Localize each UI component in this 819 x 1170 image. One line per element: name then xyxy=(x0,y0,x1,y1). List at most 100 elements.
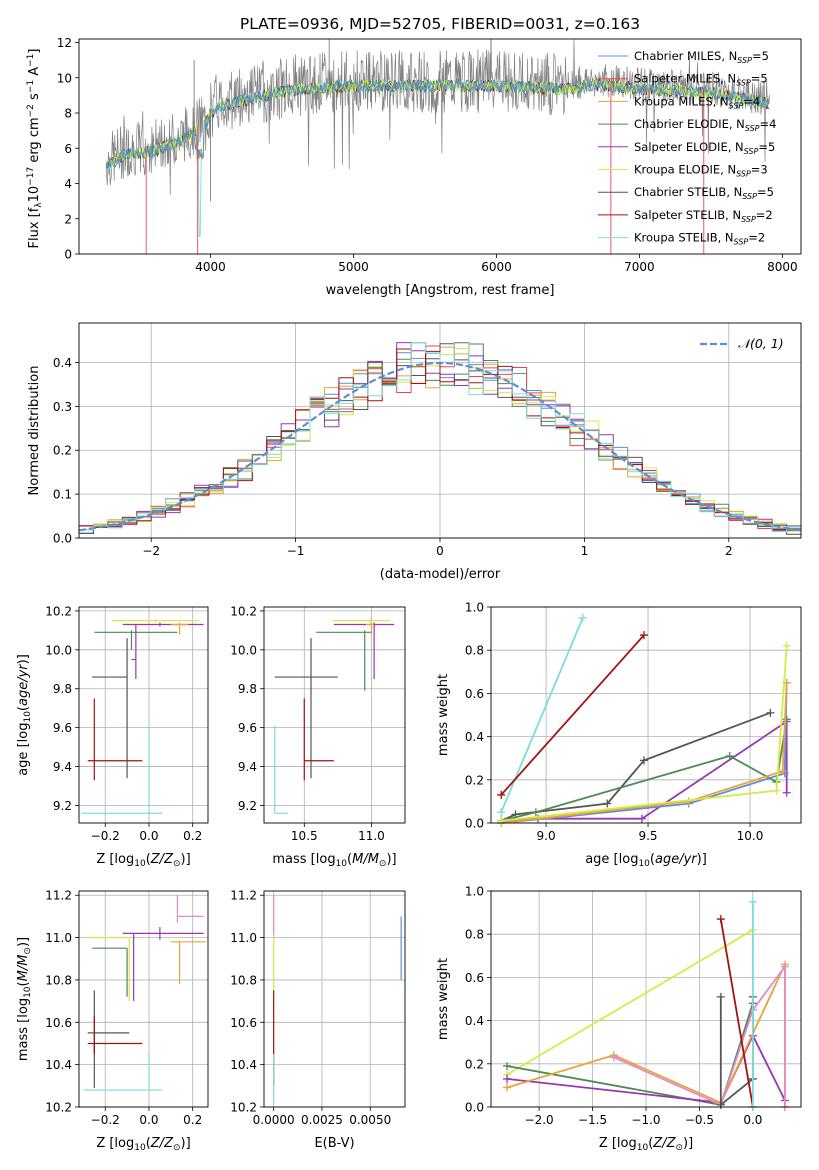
y-tick-label: 10.6 xyxy=(230,1016,257,1030)
weight_vs_Z-axes: −2.0 −1.5 −1.0 −0.5 0.0 0.0 0.2 0.4 0.6 0.8 1.0 xyxy=(465,885,801,1127)
x-tick-label: −0.2 xyxy=(91,1113,120,1127)
y-tick-label: 10.8 xyxy=(230,973,257,987)
x-tick-label: 11.0 xyxy=(358,829,385,843)
x-tick-label: 9.0 xyxy=(537,829,556,843)
weight_vs_age-frame xyxy=(490,606,802,824)
y-tick-label: 11.0 xyxy=(45,931,72,945)
weight-marker xyxy=(503,1074,512,1083)
y-tick-label: 0.0 xyxy=(465,817,484,831)
weight-series-kroupa_miles xyxy=(501,682,788,824)
weight-marker xyxy=(716,992,725,1001)
mass-vs-Z-ylabel: mass [log10(M/M⊙)] xyxy=(16,937,33,1061)
model-spectrum-chabrier_miles xyxy=(105,78,770,169)
mass-vs-Z-xlabel: Z [log10(Z/Z⊙)] xyxy=(96,1136,190,1153)
y-tick-label: 9.6 xyxy=(53,721,72,735)
y-tick-label: 0.1 xyxy=(53,488,72,502)
y-tick-label: 0.8 xyxy=(465,928,484,942)
age-vs-Z-xlabel: Z [log10(Z/Z⊙)] xyxy=(96,852,190,869)
model-spectrum-kroupa_elodie xyxy=(106,78,770,168)
y-tick-label: 2 xyxy=(64,212,72,226)
weight-series-salpeter_stelib xyxy=(719,918,754,1108)
weight-series-chabrier_miles xyxy=(501,682,788,824)
y-tick-label: 10.2 xyxy=(230,1101,257,1115)
age_vs_Z-axes: −0.2 0.0 0.2 9.2 9.4 9.6 9.8 10.0 10.2 xyxy=(45,604,208,843)
mass_vs_ebv-frame xyxy=(263,890,406,1108)
weight-marker xyxy=(716,915,725,924)
observed-spectrum xyxy=(105,39,770,196)
y-tick-label: 6 xyxy=(64,142,72,156)
y-tick-label: 10 xyxy=(57,71,72,85)
y-tick-label: 0.2 xyxy=(53,444,72,458)
weight-marker xyxy=(716,1100,725,1109)
spectrum-axes: 4000 5000 6000 7000 8000 0 2 4 6 8 10 12 xyxy=(57,36,798,274)
age_vs_mass-frame xyxy=(263,606,406,824)
weight-series-kroupa_elodie xyxy=(501,645,788,822)
x-tick-label: −2.0 xyxy=(525,1113,554,1127)
weight-marker xyxy=(780,962,789,971)
legend-label: Salpeter ELODIE, NSSP=5 xyxy=(634,140,775,156)
mass_vs_Z-frame xyxy=(78,890,209,1108)
x-tick-label: 0.2 xyxy=(183,1113,202,1127)
weight-series-salpeter_stelib xyxy=(500,634,645,796)
weight-vs-Z-xlabel: Z [log10(Z/Z⊙)] xyxy=(599,1136,693,1153)
x-tick-label: −0.2 xyxy=(91,829,120,843)
y-tick-label: 0.4 xyxy=(465,1014,484,1028)
mass_vs_Z-plot xyxy=(83,895,206,1091)
y-tick-label: 12 xyxy=(57,36,72,50)
x-tick-label: −1 xyxy=(287,544,305,558)
figure-title: PLATE=0936, MJD=52705, FIBERID=0031, z=0… xyxy=(240,15,640,33)
weight-marker xyxy=(639,631,648,640)
y-tick-label: 0.4 xyxy=(53,356,72,370)
residuals-xlabel: (data-model)/error xyxy=(380,567,501,582)
weight-marker xyxy=(778,767,787,776)
weight_vs_age-plot xyxy=(497,613,791,827)
mass_vs_ebv-axes: 0.0000 0.0025 0.0050 10.2 10.4 10.6 10.8 11.0 11… xyxy=(230,889,405,1127)
y-tick-label: 0.8 xyxy=(465,644,484,658)
y-tick-label: 0.6 xyxy=(465,687,484,701)
legend-label: Kroupa MILES, NSSP=4 xyxy=(634,94,760,110)
x-tick-label: −1.0 xyxy=(631,1113,660,1127)
x-tick-label: 0.0 xyxy=(139,1113,158,1127)
weight-marker xyxy=(637,814,646,823)
x-tick-label: −2 xyxy=(142,544,160,558)
x-tick-label: 0.0025 xyxy=(301,1113,343,1127)
x-tick-label: 2 xyxy=(725,544,733,558)
y-tick-label: 10.2 xyxy=(45,604,72,618)
y-tick-label: 0.3 xyxy=(53,400,72,414)
age_vs_mass-plot xyxy=(274,618,395,814)
legend-label: Salpeter STELIB, NSSP=2 xyxy=(634,208,773,224)
weight_vs_Z-frame xyxy=(490,890,802,1108)
x-tick-label: 9.5 xyxy=(638,829,657,843)
x-tick-label: 1 xyxy=(581,544,589,558)
spectrum-ylabel: Flux [fλ10−17 erg cm−2 s−1 A−1] xyxy=(26,49,44,249)
x-tick-label: 6000 xyxy=(481,260,512,274)
y-tick-label: 9.2 xyxy=(53,799,72,813)
y-tick-label: 10.0 xyxy=(230,643,257,657)
y-tick-label: 9.6 xyxy=(238,721,257,735)
spectrum-xlabel: wavelength [Angstrom, rest frame] xyxy=(326,283,555,298)
residuals-frame xyxy=(78,322,802,539)
age_vs_Z-plot xyxy=(81,618,204,814)
normal-legend-label: 𝒩(0, 1) xyxy=(738,336,784,351)
x-tick-label: 0.0 xyxy=(743,1113,762,1127)
weight-series-kroupa_stelib xyxy=(500,617,584,813)
residuals-ylabel: Normed distribution xyxy=(27,366,42,496)
spectrum-legend: Chabrier MILES, NSSP=5 Salpeter MILES, NS… xyxy=(598,49,776,247)
x-tick-label: 0.0 xyxy=(139,829,158,843)
legend-label: Chabrier MILES, NSSP=5 xyxy=(634,49,769,65)
y-tick-label: 10.8 xyxy=(45,973,72,987)
x-tick-label: 0 xyxy=(436,544,444,558)
weight-marker xyxy=(782,788,791,797)
y-tick-label: 10.2 xyxy=(45,1101,72,1115)
y-tick-label: 4 xyxy=(64,177,72,191)
y-tick-label: 0.6 xyxy=(465,971,484,985)
x-tick-label: 8000 xyxy=(767,260,798,274)
weight-marker xyxy=(497,808,506,817)
x-tick-label: 0.2 xyxy=(183,829,202,843)
weight_vs_age-axes: 9.0 9.5 10.0 0.0 0.2 0.4 0.6 0.8 1.0 xyxy=(465,601,801,843)
y-tick-label: 10.6 xyxy=(45,1016,72,1030)
weight-marker xyxy=(639,756,648,765)
normal-curve xyxy=(79,361,801,532)
weight-marker xyxy=(748,897,757,906)
x-tick-label: 7000 xyxy=(624,260,655,274)
